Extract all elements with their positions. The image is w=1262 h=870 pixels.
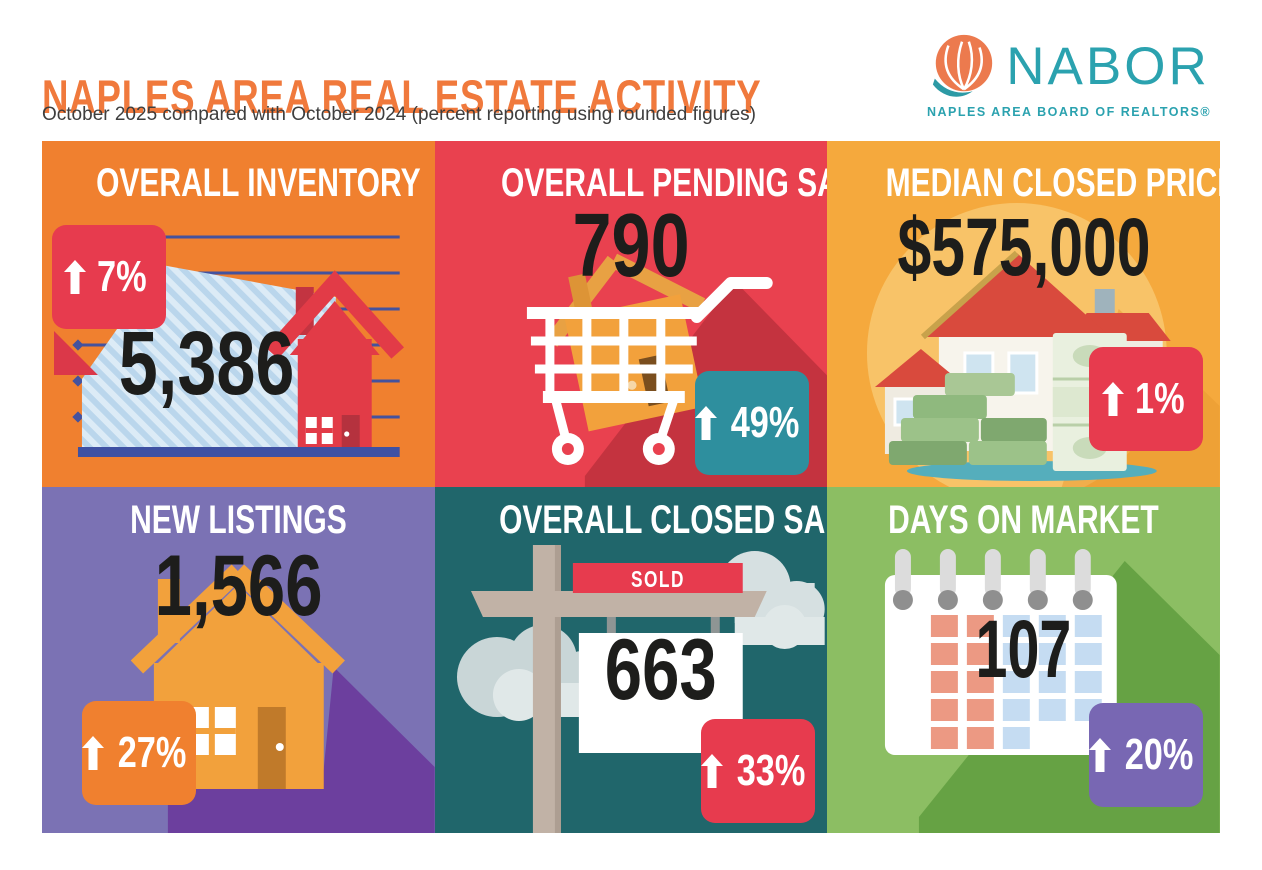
change-badge: 7% <box>52 225 166 329</box>
change-badge: 49% <box>694 371 809 475</box>
shopping-cart-with-house-icon <box>526 253 828 487</box>
logo-wordmark: NABOR <box>1006 36 1210 96</box>
tile-overall-pending-sales: OVERALL PENDING SALES 790 49% <box>434 141 828 487</box>
tile-value: 790 <box>572 196 690 296</box>
change-badge: 33% <box>700 719 815 823</box>
shell-icon <box>933 34 993 97</box>
house-icon <box>130 564 435 833</box>
up-arrow-icon <box>64 260 87 294</box>
up-arrow-icon <box>1101 382 1124 416</box>
change-badge: 27% <box>81 701 196 805</box>
page-subtitle: October 2025 compared with October 2024 … <box>42 104 756 125</box>
tile-title: OVERALL INVENTORY <box>96 161 421 205</box>
tile-title: DAYS ON MARKET <box>888 498 1159 542</box>
up-arrow-icon <box>700 754 723 788</box>
page-title: NAPLES AREA REAL ESTATE ACTIVITY <box>42 70 762 124</box>
tile-overall-inventory: OVERALL INVENTORY 5,386 7% <box>42 141 435 487</box>
tile-value: 1,566 <box>154 538 323 634</box>
tile-value: $575,000 <box>897 202 1151 293</box>
tile-title: OVERALL PENDING SALES <box>500 161 828 205</box>
tile-value: 107 <box>975 604 1072 695</box>
tile-new-listings: NEW LISTINGS 1,566 27% <box>42 487 435 833</box>
stats-grid: OVERALL INVENTORY 5,386 7% <box>42 141 1220 833</box>
nabor-logo: NABOR NAPLES AREA BOARD OF REALTORS® <box>916 30 1222 119</box>
tile-title: NEW LISTINGS <box>129 498 347 542</box>
up-arrow-icon <box>694 406 717 440</box>
change-badge: 1% <box>1089 347 1204 451</box>
up-arrow-icon <box>81 736 104 770</box>
change-badge: 20% <box>1089 703 1204 807</box>
tile-value: 5,386 <box>119 314 295 414</box>
tile-overall-closed-sales: OVERALL CLOSED SALES SOLD 663 33% <box>434 487 828 833</box>
tile-median-closed-price: MEDIAN CLOSED PRICE $575,000 1% <box>827 141 1220 487</box>
sold-sign-label: SOLD <box>630 566 685 592</box>
up-arrow-icon <box>1089 738 1112 772</box>
tile-value: 663 <box>604 622 717 718</box>
tile-title: MEDIAN CLOSED PRICE <box>885 161 1220 205</box>
logo-tagline: NAPLES AREA BOARD OF REALTORS® <box>926 105 1212 119</box>
tile-title: OVERALL CLOSED SALES <box>498 498 828 542</box>
tile-days-on-market: DAYS ON MARKET 107 20% <box>827 487 1220 833</box>
